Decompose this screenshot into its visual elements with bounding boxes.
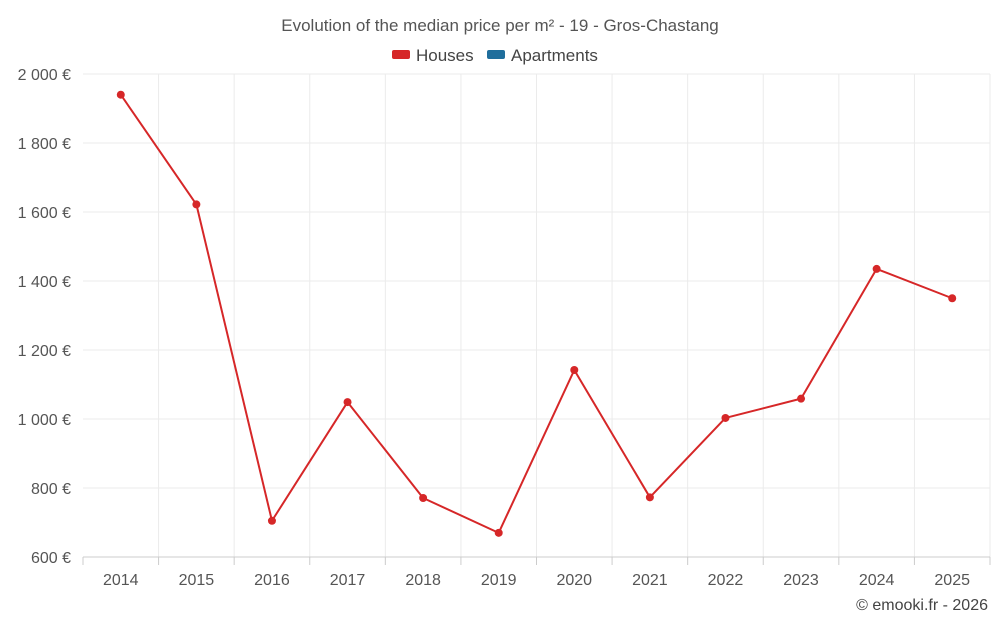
x-tick-label: 2022 — [708, 572, 744, 589]
y-tick-label: 1 200 € — [18, 343, 71, 360]
data-point-houses-2018[interactable] — [419, 494, 428, 503]
data-point-houses-2017[interactable] — [343, 398, 352, 407]
legend-item-houses[interactable]: Houses — [392, 46, 474, 65]
x-tick-label: 2014 — [103, 572, 139, 589]
legend-item-apartments[interactable]: Apartments — [487, 46, 598, 65]
data-point-houses-2025[interactable] — [948, 294, 957, 303]
x-tick-label: 2015 — [179, 572, 215, 589]
x-tick-label: 2017 — [330, 572, 366, 589]
x-tick-label: 2019 — [481, 572, 517, 589]
y-tick-label: 2 000 € — [18, 67, 71, 84]
data-point-houses-2022[interactable] — [721, 413, 730, 422]
y-tick-label: 1 600 € — [18, 205, 71, 222]
credit-text: © emooki.fr - 2026 — [856, 597, 988, 614]
y-tick-label: 800 € — [31, 481, 71, 498]
chart-title: Evolution of the median price per m² - 1… — [281, 16, 718, 35]
series-layer — [116, 90, 957, 537]
x-tick-label: 2021 — [632, 572, 668, 589]
x-tick-label: 2023 — [783, 572, 819, 589]
data-point-houses-2014[interactable] — [116, 90, 125, 99]
data-point-houses-2023[interactable] — [797, 394, 806, 403]
legend-swatch-apartments — [487, 50, 505, 59]
data-point-houses-2021[interactable] — [645, 493, 654, 502]
x-tick-label: 2024 — [859, 572, 895, 589]
grid-layer — [83, 73, 991, 557]
data-point-houses-2015[interactable] — [192, 200, 201, 209]
x-tick-label: 2020 — [556, 572, 592, 589]
x-tick-label: 2018 — [405, 572, 441, 589]
legend-label-houses: Houses — [416, 46, 474, 65]
y-tick-label: 1 000 € — [18, 412, 71, 429]
data-point-houses-2019[interactable] — [494, 528, 503, 537]
legend-swatch-houses — [392, 50, 410, 59]
x-tick-label: 2025 — [934, 572, 970, 589]
legend: Houses Apartments — [392, 46, 598, 65]
data-point-houses-2016[interactable] — [267, 516, 276, 525]
y-tick-label: 600 € — [31, 550, 71, 567]
data-point-houses-2020[interactable] — [570, 366, 579, 375]
legend-label-apartments: Apartments — [511, 46, 598, 65]
axis-layer: 600 € 800 € 1 000 € 1 200 € 1 400 € 1 600 € 1 … — [18, 67, 991, 589]
y-tick-label: 1 800 € — [18, 136, 71, 153]
series-line-houses — [119, 94, 953, 534]
y-tick-label: 1 400 € — [18, 274, 71, 291]
data-point-houses-2024[interactable] — [872, 264, 881, 273]
x-tick-label: 2016 — [254, 572, 290, 589]
